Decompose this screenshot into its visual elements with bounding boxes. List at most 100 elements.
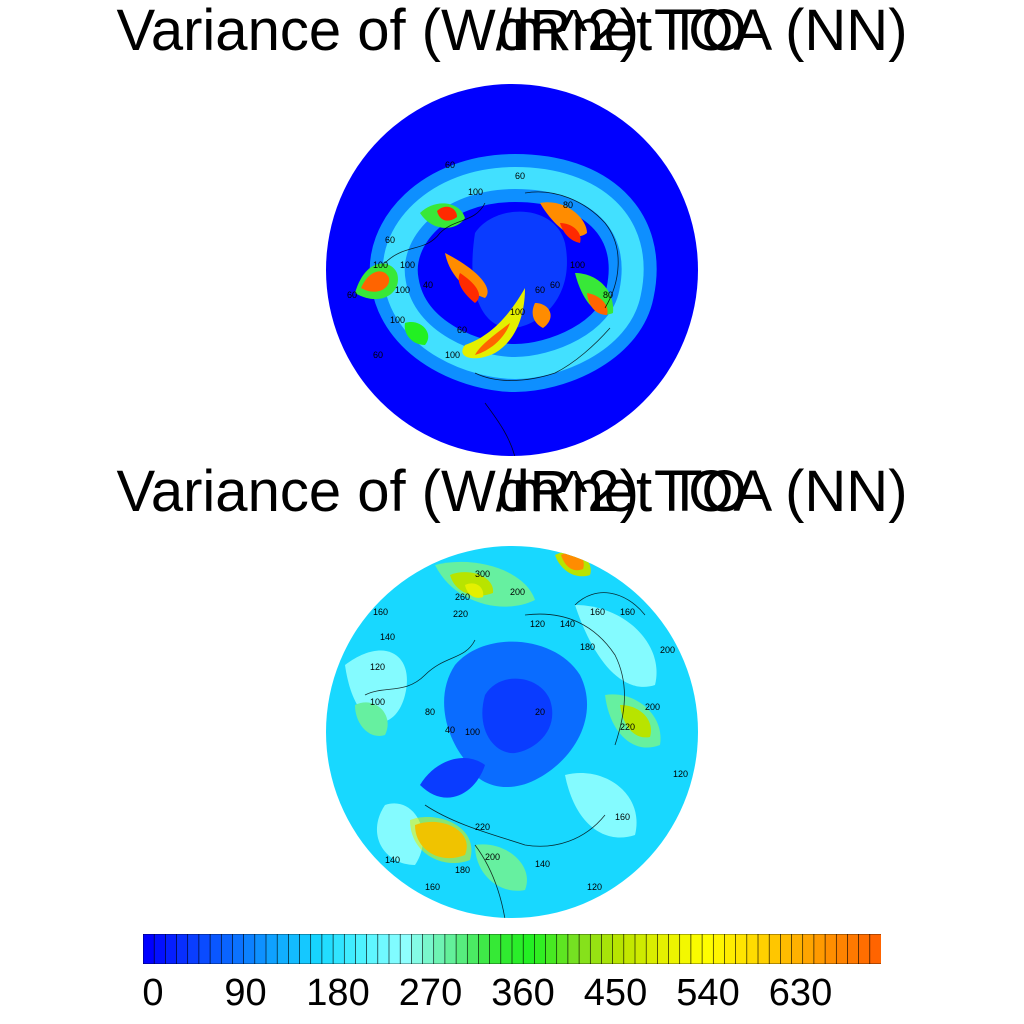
colorbar-segment bbox=[411, 934, 424, 964]
colorbar-tick-label: 540 bbox=[676, 972, 740, 1014]
contour-label: 80 bbox=[425, 707, 435, 717]
contour-label: 100 bbox=[373, 260, 388, 270]
contour-label: 100 bbox=[465, 727, 480, 737]
panel1-polar-map: 60 60 100 100 60 40 80 60 100 100 100 60… bbox=[326, 84, 698, 456]
contour-label: 100 bbox=[445, 350, 460, 360]
colorbar-tick-labels: 0 90 180 270 360 450 540 630 bbox=[0, 966, 1024, 1016]
colorbar-segment bbox=[668, 934, 681, 964]
colorbar-segment bbox=[813, 934, 826, 964]
colorbar-segment bbox=[869, 934, 881, 964]
colorbar-segment bbox=[366, 934, 379, 964]
colorbar-segment bbox=[746, 934, 759, 964]
colorbar-segment bbox=[232, 934, 245, 964]
colorbar-segment bbox=[835, 934, 849, 964]
contour-label: 100 bbox=[468, 187, 483, 197]
colorbar-segment bbox=[288, 934, 301, 964]
contour-label: 200 bbox=[485, 852, 500, 862]
colorbar-segment bbox=[399, 934, 412, 964]
colorbar-segment bbox=[724, 934, 737, 964]
contour-label: 260 bbox=[455, 592, 470, 602]
colorbar-segment bbox=[802, 934, 815, 964]
colorbar-segment bbox=[634, 934, 647, 964]
colorbar-segment bbox=[209, 934, 222, 964]
colorbar-segment bbox=[824, 934, 837, 964]
contour-label: 100 bbox=[510, 307, 525, 317]
contour-label: 160 bbox=[425, 882, 440, 892]
colorbar-segment bbox=[578, 934, 591, 964]
colorbar-segment bbox=[343, 934, 357, 964]
contour-label: 60 bbox=[347, 290, 357, 300]
contour-label: 220 bbox=[453, 609, 468, 619]
colorbar-segment bbox=[254, 934, 267, 964]
contour-label: 140 bbox=[535, 859, 550, 869]
contour-label: 60 bbox=[457, 325, 467, 335]
colorbar-tick-label: 270 bbox=[398, 972, 463, 1014]
colorbar-segment bbox=[176, 934, 189, 964]
colorbar-segment bbox=[567, 934, 580, 964]
colorbar-segment bbox=[780, 934, 793, 964]
colorbar-tick-label: 90 bbox=[224, 972, 267, 1014]
contour-label: 120 bbox=[370, 662, 385, 672]
colorbar-segment bbox=[522, 934, 535, 964]
contour-label: 120 bbox=[587, 882, 602, 892]
panel2-title: Variance of (W/m^2) TOA (NN) bbox=[0, 463, 1024, 521]
colorbar-tick-label: 450 bbox=[583, 972, 648, 1014]
colorbar-segment bbox=[444, 934, 457, 964]
colorbar-segment bbox=[757, 934, 770, 964]
colorbar-segment bbox=[243, 934, 256, 964]
panel1-title-main: Variance of (W/m^2) TOA (NN) bbox=[116, 0, 908, 63]
contour-label: 60 bbox=[373, 350, 383, 360]
colorbar-segment bbox=[422, 934, 435, 964]
contour-label: 60 bbox=[535, 285, 545, 295]
colorbar-segment bbox=[187, 934, 200, 964]
colorbar-segment bbox=[299, 934, 312, 964]
contour-label: 80 bbox=[563, 200, 573, 210]
contour-label: 200 bbox=[660, 645, 675, 655]
contour-label: 160 bbox=[615, 812, 630, 822]
colorbar-segment bbox=[332, 934, 345, 964]
colorbar-segment bbox=[220, 934, 234, 964]
colorbar-segment bbox=[388, 934, 401, 964]
colorbar-segment bbox=[511, 934, 524, 964]
contour-label: 60 bbox=[515, 171, 525, 181]
colorbar-segment bbox=[321, 934, 334, 964]
colorbar-segment bbox=[679, 934, 692, 964]
contour-label: 200 bbox=[645, 702, 660, 712]
contour-label: 40 bbox=[445, 725, 455, 735]
colorbar-segment bbox=[847, 934, 860, 964]
colorbar-segment bbox=[690, 934, 703, 964]
colorbar-tick-label: 360 bbox=[491, 972, 555, 1014]
colorbar-segment bbox=[735, 934, 748, 964]
colorbar-segment bbox=[556, 934, 569, 964]
contour-label: 180 bbox=[580, 642, 595, 652]
colorbar-segment bbox=[478, 934, 491, 964]
contour-label: 140 bbox=[560, 619, 575, 629]
panel1-title-overlay: dRnet TO bbox=[497, 0, 747, 63]
contour-label: 60 bbox=[385, 235, 395, 245]
contour-label: 60 bbox=[550, 280, 560, 290]
contour-label: 120 bbox=[670, 867, 685, 877]
contour-label: 200 bbox=[510, 587, 525, 597]
colorbar-segment bbox=[534, 934, 547, 964]
contour-label: 160 bbox=[373, 607, 388, 617]
colorbar-segment bbox=[455, 934, 468, 964]
colorbar-segment bbox=[355, 934, 368, 964]
colorbar-tick-label: 630 bbox=[768, 972, 833, 1014]
contour-label: 20 bbox=[535, 707, 545, 717]
colorbar-segment bbox=[791, 934, 804, 964]
colorbar bbox=[143, 934, 881, 964]
colorbar-segment bbox=[153, 934, 166, 964]
panel2-polar-map: 300 260 220 200 160 180 160 140 120 100 … bbox=[326, 546, 698, 918]
colorbar-segment bbox=[265, 934, 278, 964]
colorbar-segment bbox=[657, 934, 670, 964]
contour-label: 120 bbox=[530, 619, 545, 629]
contour-label: 140 bbox=[385, 855, 400, 865]
colorbar-segment bbox=[601, 934, 614, 964]
contour-label: 100 bbox=[570, 260, 585, 270]
colorbar-segment bbox=[701, 934, 714, 964]
colorbar-segment bbox=[276, 934, 289, 964]
colorbar-segment bbox=[466, 934, 480, 964]
contour-label: 100 bbox=[390, 315, 405, 325]
panel2-title-overlay: dRnet TO bbox=[497, 459, 747, 524]
panel1-hotspots bbox=[355, 202, 614, 359]
